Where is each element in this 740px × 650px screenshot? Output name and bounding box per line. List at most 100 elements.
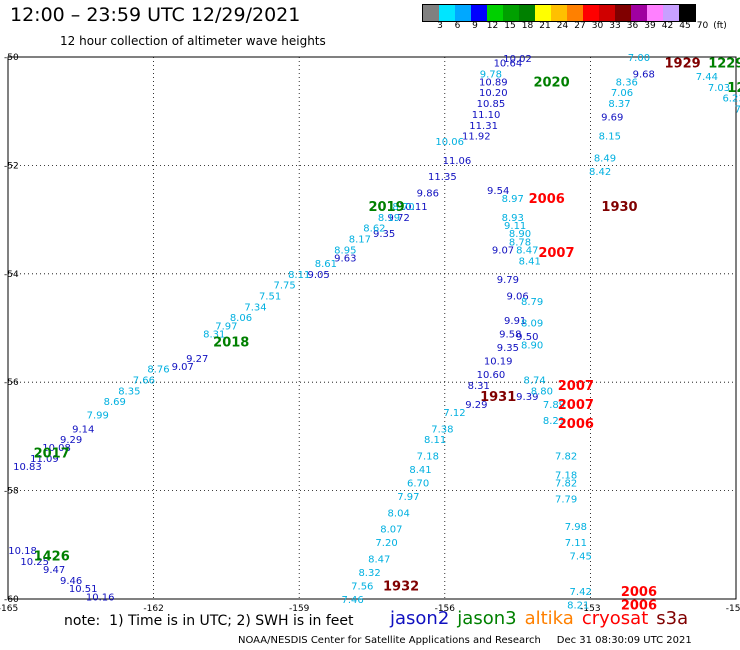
colorbar-label: 36 [626, 21, 639, 31]
data-point: 9.35 [373, 229, 395, 240]
colorbar-label: 30 [591, 21, 604, 31]
colorbar-swatch [679, 5, 695, 21]
data-point: 7.97 [215, 321, 237, 332]
data-point: 8.06 [230, 313, 252, 324]
legend-item: cryosat [581, 608, 649, 629]
data-point: 6.23 [722, 94, 740, 105]
data-point: 10.18 [8, 546, 37, 557]
data-point: 7.12 [443, 408, 465, 419]
x-tick-label: -165 [0, 604, 18, 614]
data-point: 8.47 [368, 554, 390, 565]
y-tick-label: -60 [4, 595, 19, 605]
data-point: 6.70 [407, 478, 429, 489]
data-point: 8.31 [468, 381, 490, 392]
data-point: 8.93 [502, 213, 524, 224]
data-point: 8.19 [378, 213, 400, 224]
data-point: 7.82 [555, 478, 577, 489]
data-point: 11.35 [428, 172, 457, 183]
time-label: 123 [727, 81, 740, 96]
time-label: 2020 [533, 75, 569, 90]
data-point: 8.11 [288, 270, 310, 281]
colorbar-swatch [535, 5, 551, 21]
colorbar-label: 12 [486, 21, 499, 31]
data-point: 8.78 [509, 237, 531, 248]
data-point: 7.45 [570, 552, 592, 563]
time-label: 2006 [621, 585, 657, 600]
data-point: 7.89 [543, 400, 565, 411]
data-point: 9.72 [388, 213, 410, 224]
data-point: 9.54 [487, 186, 509, 197]
data-point: 8.47 [516, 245, 538, 256]
data-point: 8.90 [521, 340, 543, 351]
colorbar-label: 45 [679, 21, 691, 31]
data-point: 9.11 [504, 221, 526, 232]
data-point: 8.04 [388, 508, 410, 519]
data-point: 10.64 [494, 58, 523, 69]
data-point: 8.15 [599, 132, 621, 143]
data-point: 11.31 [469, 121, 498, 132]
data-point: 9.86 [417, 189, 439, 200]
data-point: 10.83 [13, 462, 42, 473]
data-point: 7.44 [696, 72, 718, 83]
data-point: 7.56 [351, 581, 373, 592]
data-point: 7.00 [628, 53, 650, 64]
x-tick-label: -162 [143, 604, 163, 614]
colorbar-label: 3 [437, 21, 443, 31]
data-point: 8.42 [589, 167, 611, 178]
colorbar [422, 4, 696, 22]
data-point: 7.82 [555, 451, 577, 462]
data-point: 9.47 [43, 565, 65, 576]
x-tick-label: -159 [289, 604, 310, 614]
data-point: 9.07 [172, 362, 194, 373]
colorbar-swatch [583, 5, 599, 21]
colorbar-label: 33 [609, 21, 621, 31]
data-point: 8.62 [363, 224, 385, 235]
time-label: 1931 [480, 390, 516, 405]
data-point: 8.41 [409, 465, 431, 476]
colorbar-label: 21 [539, 21, 551, 31]
time-label: 1932 [383, 579, 419, 594]
data-point: 8.74 [523, 375, 545, 386]
colorbar-label: 15 [504, 21, 516, 31]
time-label: 1426 [34, 550, 70, 565]
colorbar-label: 39 [644, 21, 656, 31]
colorbar-label: 42 [661, 21, 674, 31]
data-point: 8.09 [521, 319, 543, 330]
colorbar-swatch [567, 5, 583, 21]
data-point: 8.90 [509, 229, 531, 240]
legend-item: jason2 [390, 608, 450, 629]
data-point: 7.34 [244, 302, 266, 313]
time-label: 2006 [529, 192, 565, 207]
time-label: 1229 [708, 56, 740, 71]
legend-item: altika [524, 608, 574, 629]
time-label: 1929 [665, 56, 701, 71]
data-point: 10.60 [477, 370, 506, 381]
time-label: 2007 [558, 398, 594, 413]
data-point: 7.98 [565, 522, 587, 533]
data-point: 8.70 [392, 202, 414, 213]
page-subtitle: 12 hour collection of altimeter wave hei… [60, 34, 326, 48]
data-point: 11.06 [443, 156, 472, 167]
data-point: 7.75 [274, 281, 296, 292]
y-tick-label: -54 [4, 270, 19, 280]
data-point: 7.38 [431, 424, 453, 435]
colorbar-swatch [487, 5, 503, 21]
data-point: 7.30 [735, 104, 740, 115]
data-point: 8.17 [349, 235, 371, 246]
data-point: 8.69 [104, 397, 126, 408]
colorbar-swatch [663, 5, 679, 21]
data-point: 9.78 [480, 69, 502, 80]
data-point: 7.51 [259, 291, 281, 302]
data-point: 7.11 [565, 538, 587, 549]
footer-note: note: 1) Time is in UTC; 2) SWH is in fe… [64, 613, 354, 629]
time-label: 2017 [34, 447, 70, 462]
colorbar-label: (ft) [713, 21, 727, 31]
page-title: 12:00 – 23:59 UTC 12/29/2021 [10, 4, 301, 26]
data-point: 9.35 [497, 343, 519, 354]
data-point: 8.49 [594, 153, 616, 164]
data-point: 10.20 [479, 88, 508, 99]
colorbar-swatch [519, 5, 535, 21]
data-point: 10.16 [86, 592, 115, 603]
satellite-legend: jason2 jason3 altika cryosat s3a [390, 608, 696, 629]
colorbar-swatch [455, 5, 471, 21]
